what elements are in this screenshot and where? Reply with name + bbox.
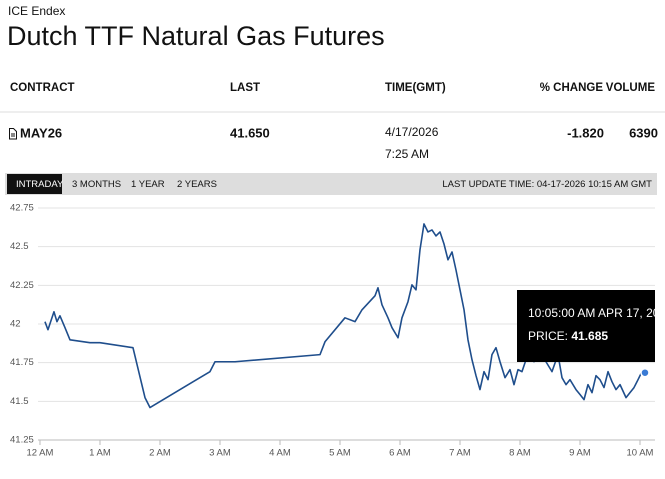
tooltip-box	[517, 290, 655, 362]
source: ICE Endex	[8, 4, 65, 18]
hover-point	[640, 367, 650, 378]
tab[interactable]: 2 YEARS	[177, 179, 217, 190]
x-tick-label: 9 AM	[569, 448, 591, 459]
y-tick-label: 42.25	[10, 280, 34, 291]
tooltip: 10:05:00 AM APR 17, 2026 PRICE: 41.685	[517, 290, 665, 362]
tooltip-time: 10:05:00 AM APR 17, 2026	[528, 306, 665, 320]
page-title: Dutch TTF Natural Gas Futures	[7, 21, 385, 51]
y-tick-label: 42.75	[10, 203, 34, 214]
x-tick-label: 2 AM	[149, 448, 171, 459]
last-update: LAST UPDATE TIME: 04-17-2026 10:15 AM GM…	[442, 179, 652, 190]
contract[interactable]: MAY26	[20, 125, 62, 140]
column-header: TIME(GMT)	[385, 82, 446, 94]
x-tick-label: 5 AM	[329, 448, 351, 459]
volume: 6390	[629, 125, 658, 140]
column-header: VOLUME	[606, 82, 656, 94]
plot: 42.75 42.5 42.25 42 41.75 41.5 41.25 12 AM 1 AM 2…	[10, 203, 655, 459]
trade-date: 4/17/2026	[385, 125, 439, 139]
tab-bar	[5, 173, 657, 195]
y-tick-label: 41.5	[10, 396, 29, 407]
x-tick-label: 10 AM	[627, 448, 654, 459]
y-tick-label: 42	[10, 319, 21, 330]
column-header: CONTRACT	[10, 82, 75, 94]
tab[interactable]: INTRADAY	[16, 179, 64, 190]
column-header: LAST	[230, 82, 260, 94]
y-tick-label: 42.5	[10, 241, 29, 252]
x-tick-label: 3 AM	[209, 448, 231, 459]
y-tick-label: 41.75	[10, 357, 34, 368]
x-tick-label: 7 AM	[449, 448, 471, 459]
column-header: % CHANGE	[540, 82, 604, 94]
y-tick-label: 41.25	[10, 435, 34, 446]
tab[interactable]: 1 YEAR	[131, 179, 165, 190]
change: -1.820	[567, 125, 604, 140]
x-tick-label: 6 AM	[389, 448, 411, 459]
x-tick-label: 4 AM	[269, 448, 291, 459]
x-tick-label: 1 AM	[89, 448, 111, 459]
active-tab[interactable]	[7, 174, 62, 194]
trade-time: 7:25 AM	[385, 147, 429, 161]
doc-icon	[9, 128, 17, 140]
last-price: 41.650	[230, 125, 270, 140]
tooltip-label: PRICE:	[528, 329, 568, 343]
tooltip-value: 41.685	[571, 329, 608, 343]
x-tick-label: 8 AM	[509, 448, 531, 459]
x-tick-label: 12 AM	[27, 448, 54, 459]
price-line	[44, 223, 646, 409]
tab[interactable]: 3 MONTHS	[72, 179, 121, 190]
tooltip-price: PRICE: 41.685	[528, 329, 608, 343]
